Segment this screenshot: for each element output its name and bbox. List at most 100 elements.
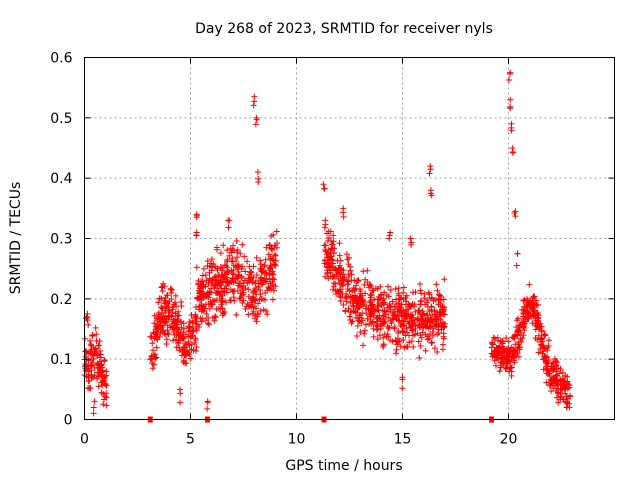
x-tick-label: 10 — [288, 432, 306, 448]
data-point — [387, 229, 393, 235]
data-point — [354, 333, 360, 339]
data-point — [206, 321, 212, 327]
data-layer — [82, 70, 573, 423]
data-point — [251, 98, 257, 104]
data-point — [205, 399, 211, 405]
data-point — [338, 258, 344, 264]
data-point — [360, 342, 366, 348]
data-point — [386, 236, 392, 242]
data-point — [514, 262, 520, 268]
data-point — [340, 209, 346, 215]
x-tick-label: 0 — [80, 432, 89, 448]
data-point — [401, 285, 407, 291]
y-axis-label: SRMTID / TECUs — [8, 182, 24, 295]
grid-layer — [85, 58, 615, 420]
data-point — [154, 345, 160, 351]
data-point — [92, 398, 98, 404]
data-point — [322, 222, 328, 228]
data-point — [88, 341, 94, 347]
data-point — [255, 169, 261, 175]
data-point — [170, 337, 176, 343]
data-point — [201, 266, 207, 272]
data-point — [226, 224, 232, 230]
data-point — [244, 258, 250, 264]
chart-canvas: Day 268 of 2023, SRMTID for receiver nyl… — [0, 0, 640, 480]
data-point — [330, 287, 336, 293]
data-point — [84, 311, 90, 317]
data-point — [181, 359, 187, 365]
y-tick-label: 0.2 — [50, 292, 72, 308]
data-point — [270, 297, 276, 303]
data-point — [427, 171, 433, 177]
data-point — [429, 339, 435, 345]
data-point — [225, 217, 231, 223]
data-point — [388, 287, 394, 293]
data-point — [375, 297, 381, 303]
data-point — [159, 285, 165, 291]
data-point — [177, 400, 183, 406]
data-point — [436, 330, 442, 336]
data-point — [188, 356, 194, 362]
y-tick-label: 0.3 — [50, 232, 72, 248]
data-point — [150, 365, 156, 371]
data-point — [262, 262, 268, 268]
data-point — [102, 357, 108, 363]
data-point — [405, 344, 411, 350]
x-tick-label: 20 — [500, 432, 518, 448]
data-point — [155, 299, 161, 305]
data-point — [178, 299, 184, 305]
data-point — [91, 405, 97, 411]
data-point — [362, 328, 368, 334]
data-point — [93, 325, 99, 331]
data-point — [393, 286, 399, 292]
data-point — [497, 368, 503, 374]
chart-svg: Day 268 of 2023, SRMTID for receiver nyl… — [0, 0, 640, 480]
data-point — [360, 268, 366, 274]
data-point — [204, 406, 210, 412]
data-point — [213, 314, 219, 320]
data-point — [396, 285, 402, 291]
data-point — [264, 311, 270, 317]
data-point — [96, 383, 102, 389]
data-point — [506, 77, 512, 83]
data-point — [434, 332, 440, 338]
data-point — [507, 71, 513, 77]
data-point — [423, 348, 429, 354]
data-point — [385, 325, 391, 331]
data-point — [441, 296, 447, 302]
data-point — [194, 264, 200, 270]
data-point — [341, 214, 347, 220]
data-point — [100, 401, 106, 407]
chart-title: Day 268 of 2023, SRMTID for receiver nyl… — [195, 21, 493, 37]
data-point — [385, 284, 391, 290]
y-tick-label: 0.5 — [50, 111, 72, 127]
data-point — [253, 121, 259, 127]
data-point — [546, 337, 552, 343]
data-point — [495, 335, 501, 341]
data-point — [410, 344, 416, 350]
data-point — [245, 311, 251, 317]
data-point — [351, 278, 357, 284]
data-point — [322, 225, 328, 231]
data-point — [510, 150, 516, 156]
data-point — [364, 268, 370, 274]
data-point — [512, 213, 518, 219]
data-point — [393, 350, 399, 356]
data-point — [257, 258, 263, 264]
data-point — [218, 250, 224, 256]
data-point — [422, 291, 428, 297]
data-point — [230, 270, 236, 276]
data-point — [441, 276, 447, 282]
data-point — [322, 185, 328, 191]
data-point — [251, 102, 257, 108]
data-point — [320, 181, 326, 187]
data-point — [337, 253, 343, 259]
y-tick-label: 0.6 — [50, 51, 72, 67]
data-point — [507, 105, 513, 111]
data-point — [526, 282, 532, 288]
data-point — [354, 278, 360, 284]
data-point — [542, 331, 548, 337]
data-point — [169, 287, 175, 293]
data-point — [336, 240, 342, 246]
data-point — [428, 166, 434, 172]
